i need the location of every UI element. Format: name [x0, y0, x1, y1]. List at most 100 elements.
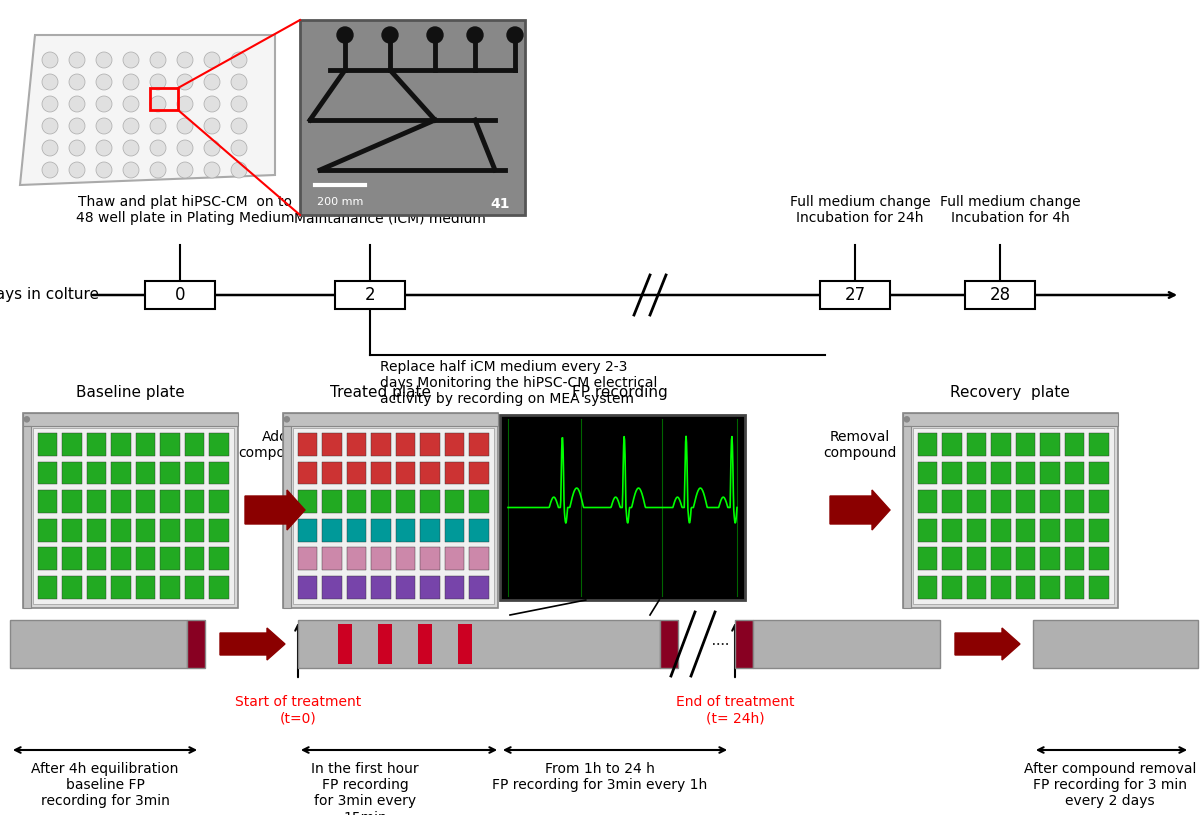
- Bar: [1040, 461, 1060, 484]
- Text: 27: 27: [845, 286, 865, 304]
- Bar: [62, 461, 82, 484]
- Bar: [469, 433, 490, 456]
- Text: FP recording: FP recording: [572, 385, 668, 400]
- Bar: [210, 518, 229, 541]
- Bar: [918, 547, 937, 570]
- Circle shape: [178, 96, 193, 112]
- Bar: [445, 547, 464, 570]
- Text: Removal
compound: Removal compound: [823, 430, 896, 460]
- Circle shape: [124, 162, 139, 178]
- Bar: [1040, 575, 1060, 599]
- Bar: [62, 433, 82, 456]
- Text: Recovery  plate: Recovery plate: [950, 385, 1070, 400]
- Bar: [112, 433, 131, 456]
- Bar: [1090, 518, 1109, 541]
- Bar: [185, 461, 204, 484]
- Bar: [185, 575, 204, 599]
- Circle shape: [96, 74, 112, 90]
- Bar: [282, 426, 292, 607]
- Circle shape: [150, 162, 166, 178]
- Bar: [965, 281, 1034, 309]
- Bar: [378, 624, 392, 664]
- Bar: [185, 433, 204, 456]
- Bar: [86, 490, 107, 513]
- Bar: [913, 428, 1114, 603]
- Bar: [347, 518, 366, 541]
- Circle shape: [284, 416, 289, 422]
- Bar: [282, 412, 498, 607]
- Circle shape: [150, 52, 166, 68]
- Text: 41: 41: [491, 197, 510, 211]
- Bar: [185, 547, 204, 570]
- Circle shape: [204, 118, 220, 134]
- Text: Start of treatment
(t=0): Start of treatment (t=0): [235, 695, 361, 725]
- Bar: [420, 433, 440, 456]
- Circle shape: [178, 118, 193, 134]
- Bar: [145, 281, 215, 309]
- Bar: [967, 461, 986, 484]
- Bar: [37, 575, 58, 599]
- Bar: [902, 412, 1117, 426]
- Bar: [210, 433, 229, 456]
- Bar: [210, 575, 229, 599]
- Bar: [967, 518, 986, 541]
- Circle shape: [230, 52, 247, 68]
- Bar: [23, 412, 238, 607]
- Text: Baseline plate: Baseline plate: [76, 385, 185, 400]
- Bar: [918, 461, 937, 484]
- Circle shape: [70, 162, 85, 178]
- Bar: [161, 433, 180, 456]
- Bar: [967, 575, 986, 599]
- Bar: [991, 461, 1010, 484]
- Bar: [322, 518, 342, 541]
- Text: 2: 2: [365, 286, 376, 304]
- Bar: [754, 620, 940, 668]
- Bar: [86, 575, 107, 599]
- Bar: [445, 433, 464, 456]
- Bar: [1064, 490, 1085, 513]
- Bar: [1064, 575, 1085, 599]
- Circle shape: [427, 27, 443, 43]
- Bar: [136, 547, 155, 570]
- Bar: [942, 461, 961, 484]
- Bar: [210, 547, 229, 570]
- Bar: [112, 547, 131, 570]
- Bar: [335, 281, 406, 309]
- Circle shape: [178, 140, 193, 156]
- Bar: [37, 461, 58, 484]
- Bar: [469, 575, 490, 599]
- Bar: [918, 575, 937, 599]
- Bar: [37, 518, 58, 541]
- Bar: [322, 461, 342, 484]
- Bar: [37, 490, 58, 513]
- Circle shape: [150, 74, 166, 90]
- Bar: [991, 518, 1010, 541]
- Bar: [1090, 490, 1109, 513]
- Bar: [420, 518, 440, 541]
- Circle shape: [178, 74, 193, 90]
- Circle shape: [70, 52, 85, 68]
- Bar: [298, 547, 317, 570]
- Bar: [185, 518, 204, 541]
- Circle shape: [150, 96, 166, 112]
- Circle shape: [150, 140, 166, 156]
- Bar: [967, 433, 986, 456]
- Bar: [1040, 490, 1060, 513]
- Circle shape: [124, 74, 139, 90]
- Bar: [469, 518, 490, 541]
- Circle shape: [70, 96, 85, 112]
- Bar: [62, 490, 82, 513]
- Bar: [298, 575, 317, 599]
- Bar: [298, 461, 317, 484]
- Bar: [347, 547, 366, 570]
- Bar: [942, 547, 961, 570]
- Bar: [445, 518, 464, 541]
- Circle shape: [150, 118, 166, 134]
- Bar: [210, 461, 229, 484]
- Bar: [918, 433, 937, 456]
- Bar: [967, 490, 986, 513]
- Text: Treated plate: Treated plate: [330, 385, 431, 400]
- Circle shape: [382, 27, 398, 43]
- Text: 0: 0: [175, 286, 185, 304]
- Bar: [918, 518, 937, 541]
